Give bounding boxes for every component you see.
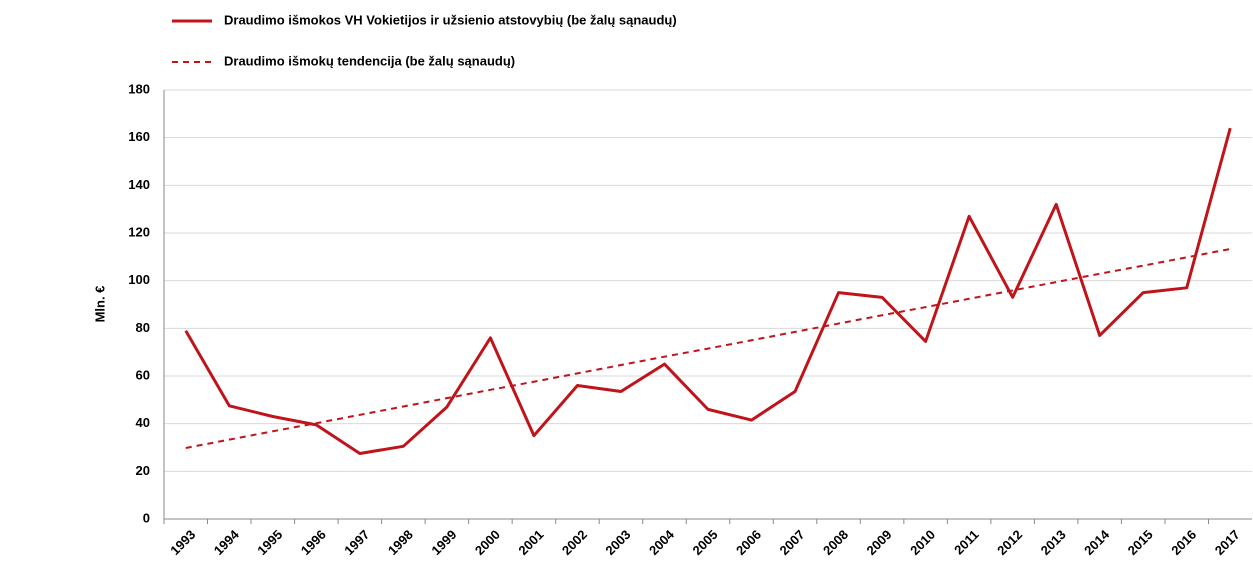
x-tick-label: 2004 bbox=[646, 526, 678, 558]
x-tick-label: 1993 bbox=[167, 527, 198, 558]
x-tick-label: 2011 bbox=[951, 527, 982, 558]
x-tick-label: 1998 bbox=[385, 527, 416, 558]
series-line bbox=[185, 247, 1231, 449]
x-tick-label: 2002 bbox=[559, 527, 590, 558]
series-line bbox=[184, 127, 1232, 455]
x-tick-label: 2015 bbox=[1125, 527, 1156, 558]
x-tick-label: 2000 bbox=[472, 527, 503, 558]
x-tick-label: 1996 bbox=[298, 527, 329, 558]
y-tick-label: 120 bbox=[128, 224, 150, 239]
x-tick-label: 2009 bbox=[864, 527, 895, 558]
y-tick-label: 60 bbox=[136, 367, 150, 382]
y-tick-label: 40 bbox=[136, 415, 150, 430]
legend-label: Draudimo išmokos VH Vokietijos ir užsien… bbox=[224, 12, 677, 27]
y-tick-label: 180 bbox=[128, 81, 150, 96]
y-tick-label: 80 bbox=[136, 320, 150, 335]
x-tick-label: 2001 bbox=[515, 527, 546, 558]
y-axis-label: Mln. € bbox=[92, 286, 107, 323]
x-tick-label: 2005 bbox=[689, 527, 720, 558]
x-tick-label: 2016 bbox=[1168, 527, 1199, 558]
x-tick-label: 2017 bbox=[1212, 527, 1243, 558]
legend-label: Draudimo išmokų tendencija (be žalų sąna… bbox=[224, 53, 515, 68]
x-tick-label: 2010 bbox=[907, 527, 938, 558]
y-tick-label: 20 bbox=[136, 463, 150, 478]
y-tick-label: 100 bbox=[128, 272, 150, 287]
x-tick-label: 2007 bbox=[777, 527, 808, 558]
x-tick-label: 1994 bbox=[211, 526, 243, 558]
x-tick-label: 2013 bbox=[1038, 527, 1069, 558]
x-tick-label: 2012 bbox=[994, 527, 1025, 558]
x-tick-label: 2006 bbox=[733, 527, 764, 558]
y-tick-label: 160 bbox=[128, 129, 150, 144]
x-tick-label: 1999 bbox=[428, 527, 459, 558]
x-tick-label: 1995 bbox=[254, 527, 285, 558]
y-tick-label: 140 bbox=[128, 177, 150, 192]
x-tick-label: 2003 bbox=[602, 527, 633, 558]
x-tick-label: 2008 bbox=[820, 527, 851, 558]
x-tick-label: 2014 bbox=[1081, 526, 1113, 558]
y-tick-label: 0 bbox=[143, 510, 150, 525]
x-tick-label: 1997 bbox=[341, 527, 372, 558]
